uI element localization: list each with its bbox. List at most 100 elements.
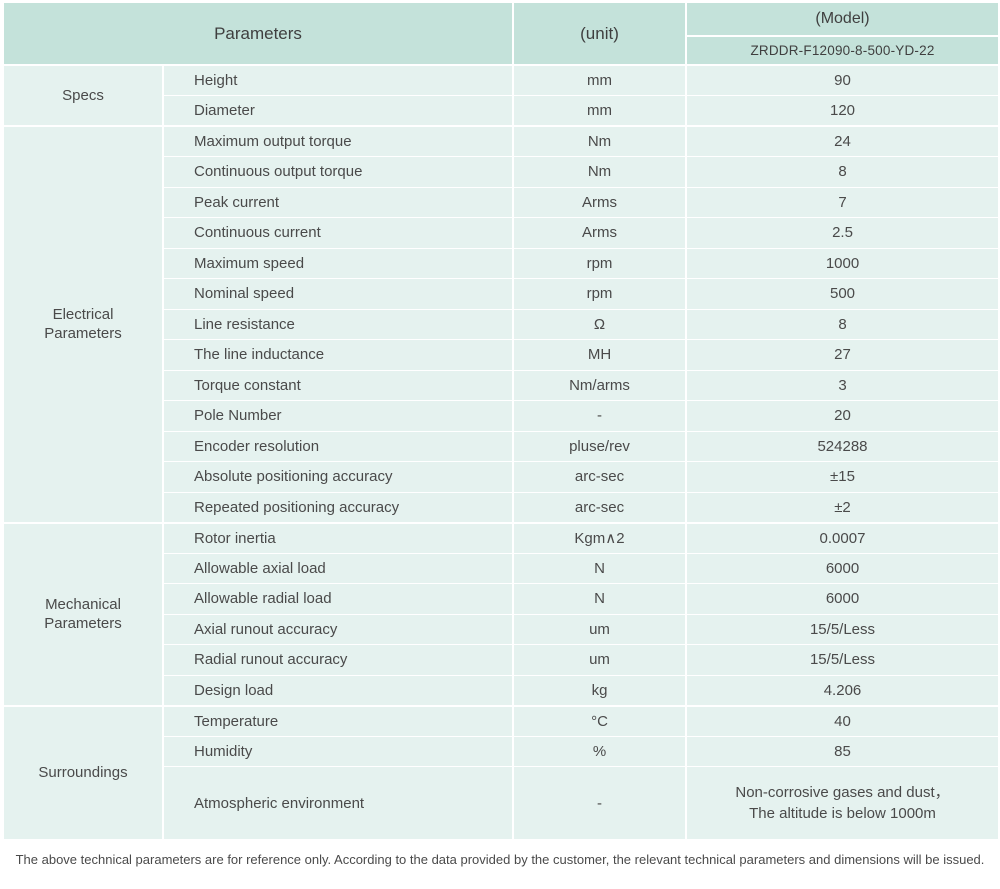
- footnote: The above technical parameters are for r…: [15, 852, 985, 867]
- table-row: Repeated positioning accuracy arc-sec ±2: [3, 491, 1000, 523]
- param-name-cell: Line resistance: [162, 308, 514, 340]
- param-value-cell: 90: [685, 64, 1000, 96]
- header-model: (Model): [685, 3, 1000, 37]
- param-unit-cell: °C: [512, 704, 687, 737]
- param-name-cell: Continuous output torque: [162, 156, 514, 188]
- param-unit-cell: um: [512, 613, 687, 645]
- param-value-cell: 6000: [685, 552, 1000, 584]
- param-unit-cell: Ω: [512, 308, 687, 340]
- param-name-cell: Pole Number: [162, 400, 514, 432]
- param-unit-cell: Arms: [512, 217, 687, 249]
- table-row: Axial runout accuracy um 15/5/Less: [3, 613, 1000, 645]
- section-label: Specs: [2, 64, 164, 127]
- param-unit-cell: N: [512, 583, 687, 615]
- table-header: Parameters (unit) (Model) ZRDDR-F12090-8…: [2, 3, 1000, 66]
- param-unit-cell: Kgm∧2: [512, 521, 687, 554]
- param-value-cell: 8: [685, 308, 1000, 340]
- table-row: Allowable axial load N 6000: [3, 552, 1000, 584]
- table-row: Mechanical Parameters Rotor inertia Kgm∧2 0…: [2, 521, 1000, 706]
- section-label: Electrical Parameters: [2, 125, 164, 523]
- param-unit-cell: %: [512, 735, 687, 767]
- param-name-cell: Humidity: [162, 735, 514, 767]
- param-unit-cell: Nm/arms: [512, 369, 687, 401]
- param-value-cell: 8: [685, 156, 1000, 188]
- table-row: Maximum speed rpm 1000: [3, 247, 1000, 279]
- param-name-cell: Allowable radial load: [162, 583, 514, 615]
- param-value-cell: 2.5: [685, 217, 1000, 249]
- header-parameters: Parameters: [2, 3, 514, 66]
- header-model-number: ZRDDR-F12090-8-500-YD-22: [685, 36, 1000, 66]
- param-name-cell: Nominal speed: [162, 278, 514, 310]
- param-value-cell: 500: [685, 278, 1000, 310]
- param-value-cell: ±15: [685, 461, 1000, 493]
- param-name-cell: Height: [162, 64, 514, 96]
- param-name-cell: Axial runout accuracy: [162, 613, 514, 645]
- param-name-cell: Maximum speed: [162, 247, 514, 279]
- table-row: Absolute positioning accuracy arc-sec ±15: [3, 461, 1000, 493]
- spec-table-body: Specs Height mm 90 Diameter mm 120 Electrical P…: [2, 64, 1000, 840]
- spec-table: Parameters (unit) (Model) ZRDDR-F12090-8…: [2, 3, 1000, 840]
- param-unit-cell: Nm: [512, 156, 687, 188]
- param-unit-cell: mm: [512, 95, 687, 127]
- param-name-cell: The line inductance: [162, 339, 514, 371]
- param-value-cell: 3: [685, 369, 1000, 401]
- table-row: Atmospheric environment - Non-corrosive ga…: [3, 766, 1000, 840]
- param-name-cell: Atmospheric environment: [162, 766, 514, 840]
- param-value-cell: 524288: [685, 430, 1000, 462]
- param-unit-cell: N: [512, 552, 687, 584]
- param-name-cell: Maximum output torque: [162, 125, 514, 157]
- param-value-cell: 4.206: [685, 674, 1000, 706]
- param-unit-cell: arc-sec: [512, 491, 687, 523]
- param-name-cell: Torque constant: [162, 369, 514, 401]
- table-row: Line resistance Ω 8: [3, 308, 1000, 340]
- param-name-cell: Absolute positioning accuracy: [162, 461, 514, 493]
- param-value-cell: 27: [685, 339, 1000, 371]
- param-value-cell: 0.0007: [685, 521, 1000, 554]
- table-row: Continuous current Arms 2.5: [3, 217, 1000, 249]
- param-unit-cell: -: [512, 766, 687, 840]
- table-row: Allowable radial load N 6000: [3, 583, 1000, 615]
- table-row: Diameter mm 120: [3, 95, 1000, 127]
- param-name-cell: Diameter: [162, 95, 514, 127]
- param-value-cell: 15/5/Less: [685, 613, 1000, 645]
- table-row: Surroundings Temperature °C 40: [2, 704, 1000, 840]
- param-name-cell: Radial runout accuracy: [162, 644, 514, 676]
- section-label: Surroundings: [2, 704, 164, 840]
- param-value-cell: 6000: [685, 583, 1000, 615]
- param-name-cell: Rotor inertia: [162, 521, 514, 554]
- param-name-cell: Allowable axial load: [162, 552, 514, 584]
- param-name-cell: Temperature: [162, 704, 514, 737]
- param-value-cell: Non-corrosive gases and dust， The altitu…: [685, 766, 1000, 840]
- param-unit-cell: pluse/rev: [512, 430, 687, 462]
- header-unit: (unit): [512, 3, 687, 66]
- param-unit-cell: um: [512, 644, 687, 676]
- param-value-cell: 7: [685, 186, 1000, 218]
- table-row: Electrical Parameters Maximum output torq…: [2, 125, 1000, 523]
- param-unit-cell: -: [512, 400, 687, 432]
- table-row: Continuous output torque Nm 8: [3, 156, 1000, 188]
- param-name-cell: Design load: [162, 674, 514, 706]
- param-unit-cell: rpm: [512, 247, 687, 279]
- param-value-cell: 40: [685, 704, 1000, 737]
- param-value-cell: 24: [685, 125, 1000, 157]
- param-unit-cell: mm: [512, 64, 687, 96]
- section-label: Mechanical Parameters: [2, 521, 164, 706]
- param-unit-cell: arc-sec: [512, 461, 687, 493]
- param-value-cell: 120: [685, 95, 1000, 127]
- table-row: Specs Height mm 90: [2, 64, 1000, 127]
- param-name-cell: Encoder resolution: [162, 430, 514, 462]
- param-value-cell: 85: [685, 735, 1000, 767]
- param-unit-cell: rpm: [512, 278, 687, 310]
- param-value-cell: 20: [685, 400, 1000, 432]
- param-unit-cell: Arms: [512, 186, 687, 218]
- param-value-cell: ±2: [685, 491, 1000, 523]
- param-name-cell: Repeated positioning accuracy: [162, 491, 514, 523]
- table-row: Pole Number -20: [3, 400, 1000, 432]
- param-name-cell: Peak current: [162, 186, 514, 218]
- spec-sheet-page: Parameters (unit) (Model) ZRDDR-F12090-8…: [2, 3, 1000, 867]
- param-value-cell: 15/5/Less: [685, 644, 1000, 676]
- param-unit-cell: Nm: [512, 125, 687, 157]
- param-unit-cell: kg: [512, 674, 687, 706]
- table-row: Nominal speed rpm 500: [3, 278, 1000, 310]
- param-name-cell: Continuous current: [162, 217, 514, 249]
